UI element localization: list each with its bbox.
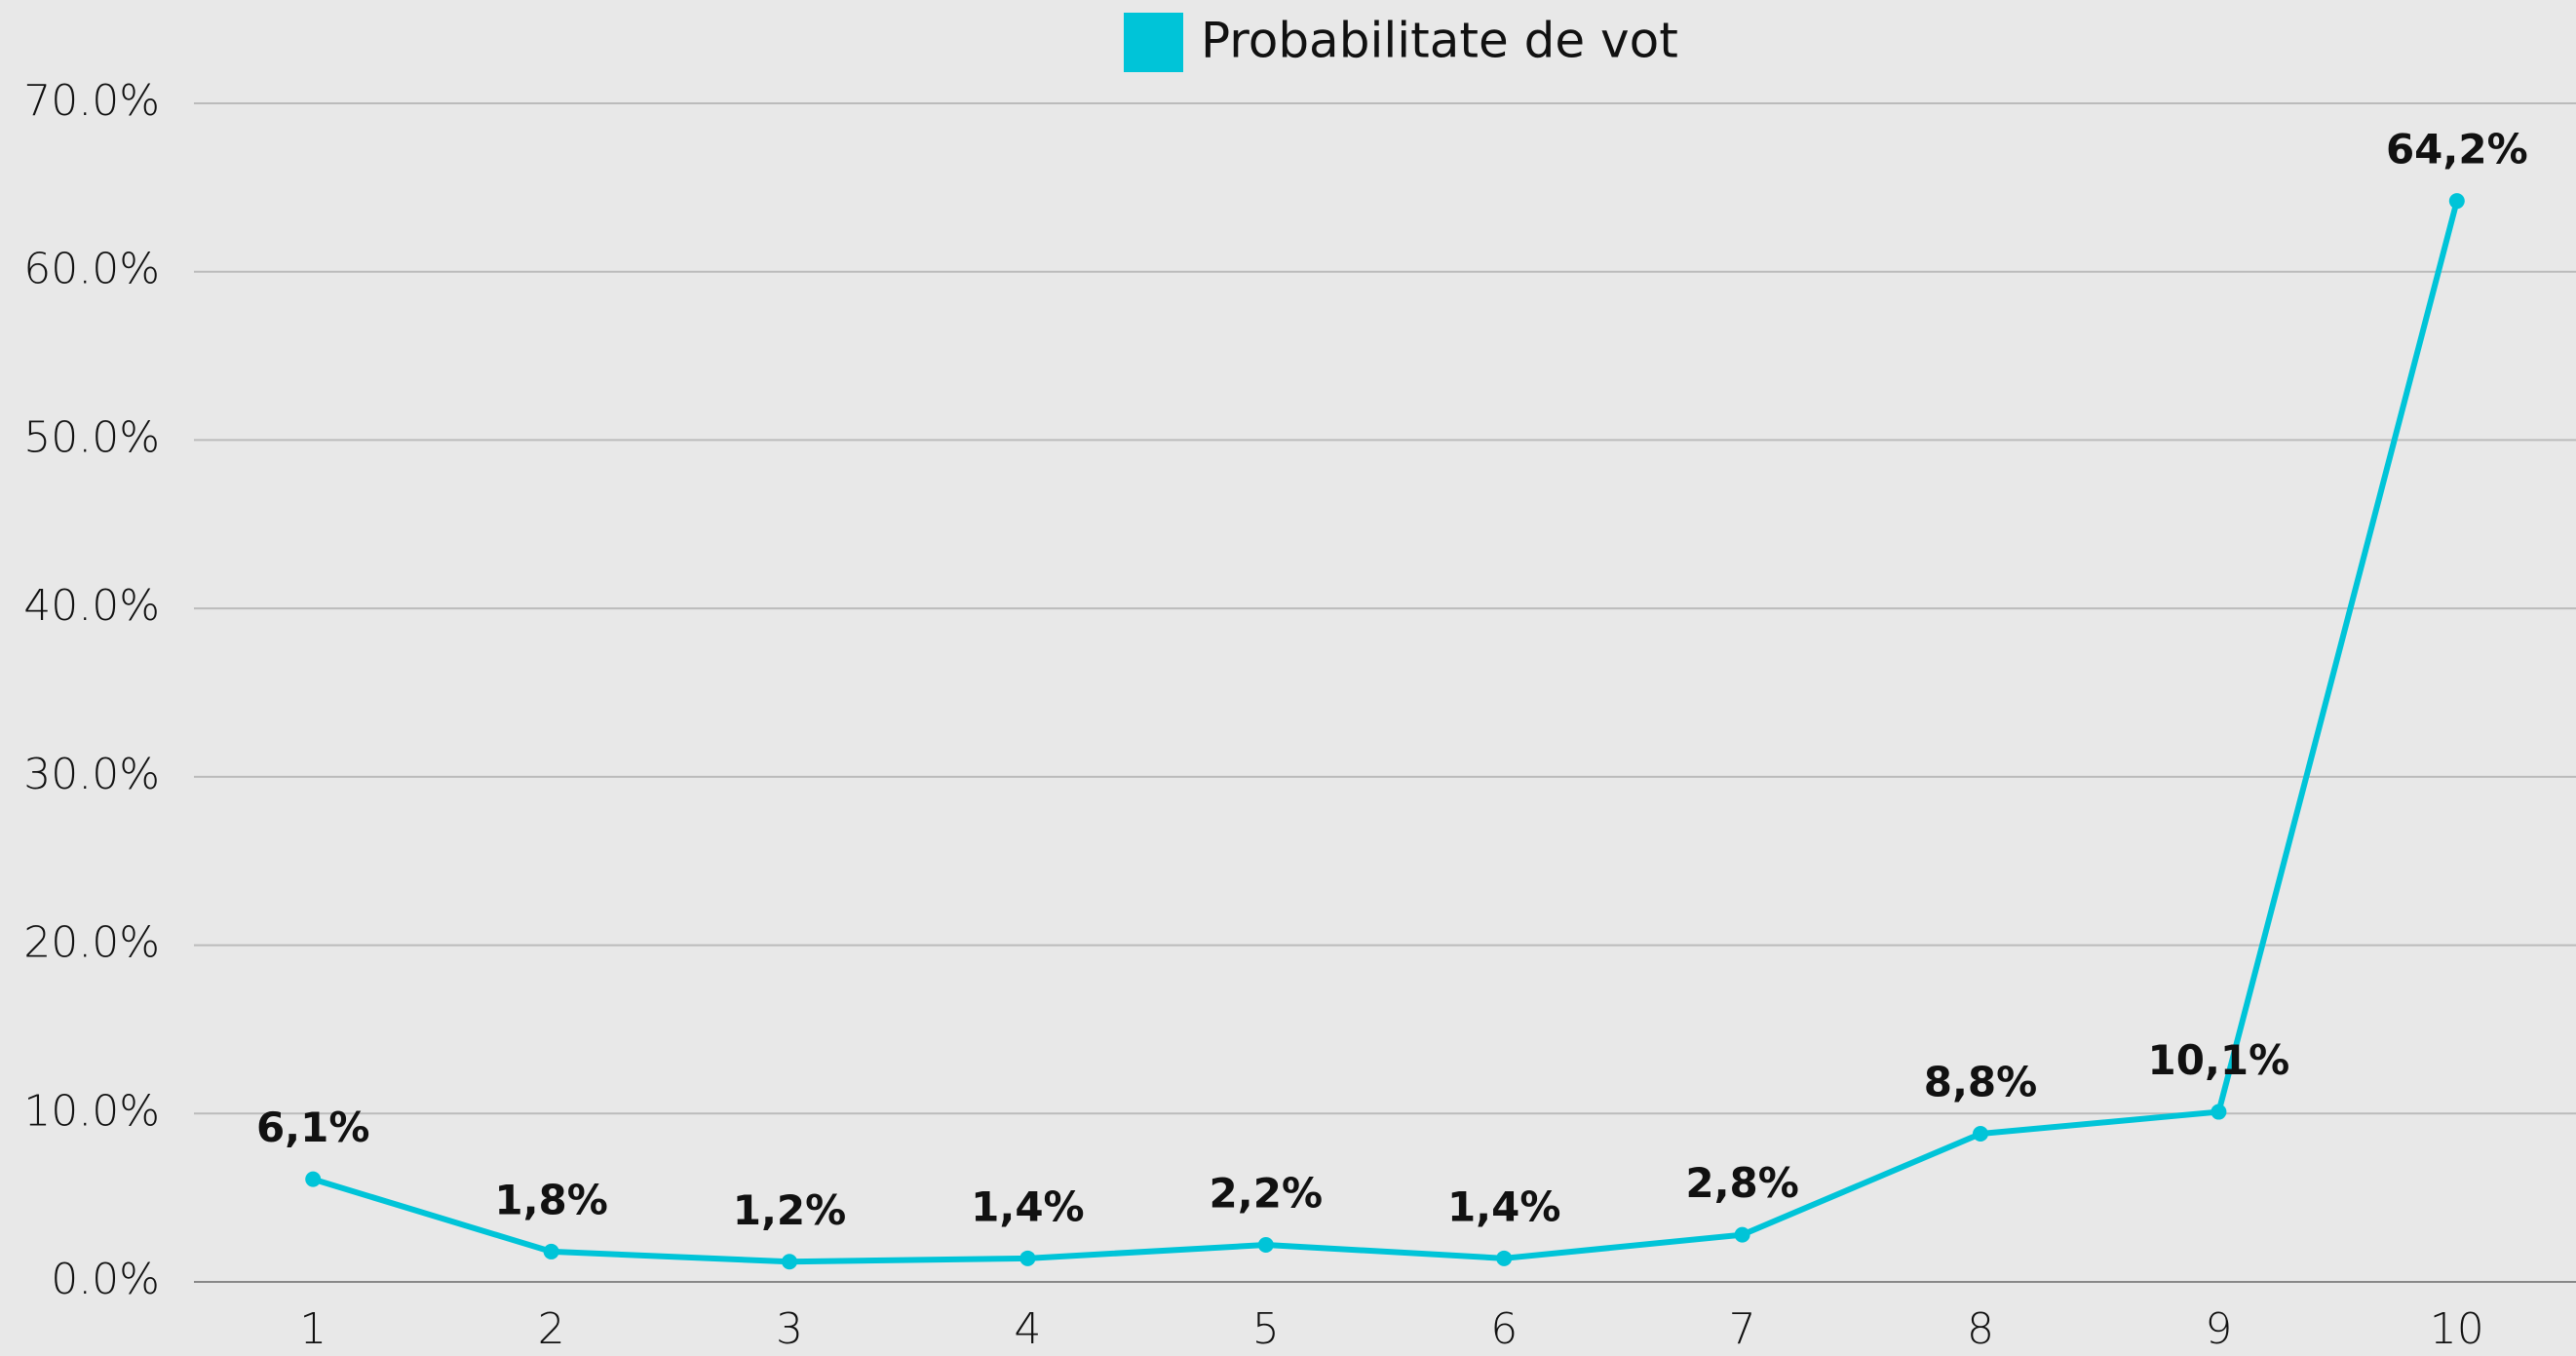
y-tick-label: 70.0% (23, 76, 160, 126)
data-label: 1,4% (971, 1182, 1084, 1230)
data-label: 6,1% (256, 1104, 369, 1151)
point (782, 1254, 797, 1270)
y-tick-label: 0.0% (51, 1255, 160, 1304)
x-tick-label: 10 (2430, 1304, 2484, 1354)
legend-label: Probabilitate de vot (1201, 13, 1678, 69)
y-tick-label: 10.0% (23, 1086, 160, 1136)
y-tick-label: 60.0% (23, 245, 160, 294)
data-label: 1,4% (1447, 1182, 1560, 1230)
x-tick-label: 5 (1252, 1304, 1280, 1354)
point (1973, 1126, 1988, 1143)
data-label: 2,2% (1210, 1170, 1323, 1218)
point (305, 1171, 322, 1187)
x-tick-label: 6 (1490, 1304, 1518, 1354)
data-label: 2,8% (1685, 1159, 1798, 1207)
x-tick-label: 3 (776, 1304, 803, 1354)
point (1257, 1237, 1274, 1254)
x-tick-label: 1 (299, 1304, 327, 1354)
x-tick-label: 7 (1729, 1304, 1756, 1354)
x-tick-label: 4 (1014, 1304, 1041, 1354)
point (1019, 1250, 1036, 1266)
point (1496, 1250, 1513, 1266)
data-label: 10,1% (2148, 1036, 2290, 1084)
point (543, 1243, 559, 1259)
x-tick-label: 2 (538, 1304, 565, 1354)
x-tick-label: 9 (2205, 1304, 2232, 1354)
y-tick-label: 40.0% (23, 581, 160, 631)
line (312, 200, 2460, 1265)
point (2448, 193, 2465, 210)
point (2211, 1104, 2227, 1120)
y-tick-label: 30.0% (23, 750, 160, 799)
data-label: 1,8% (494, 1176, 607, 1223)
y-tick-label: 50.0% (23, 412, 160, 462)
data-label: 8,8% (1924, 1059, 2037, 1106)
data-label: 1,2% (733, 1186, 846, 1234)
legend-swatch (1124, 13, 1183, 72)
point (1734, 1226, 1750, 1243)
x-tick-label: 8 (1967, 1304, 1994, 1354)
data-label: 64,2% (2386, 126, 2528, 174)
y-tick-label: 20.0% (23, 918, 160, 968)
